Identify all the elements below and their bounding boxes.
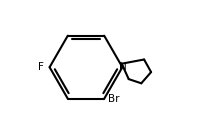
Text: F: F [38,62,44,72]
Text: N: N [119,62,126,72]
Text: Br: Br [108,94,120,104]
